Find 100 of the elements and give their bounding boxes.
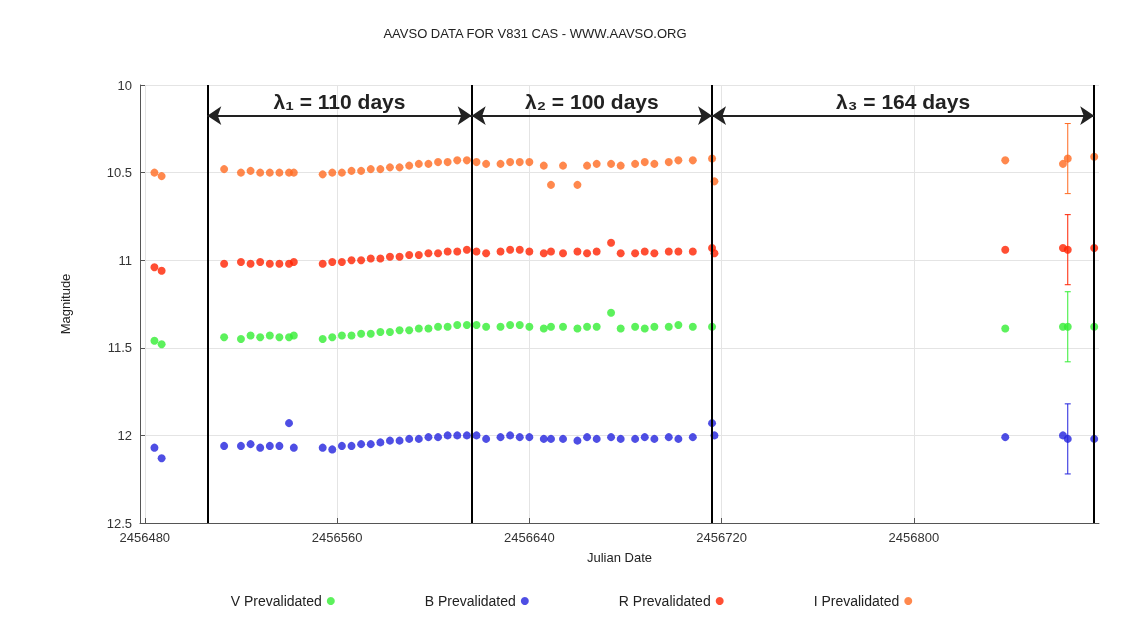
point	[583, 322, 592, 331]
point	[515, 321, 524, 330]
point	[664, 433, 673, 442]
point	[424, 324, 433, 333]
point	[462, 431, 471, 440]
point	[414, 324, 423, 333]
point	[347, 256, 356, 265]
point	[236, 441, 245, 450]
point	[640, 247, 649, 256]
point	[1063, 434, 1072, 443]
point	[1058, 159, 1067, 168]
point	[157, 340, 166, 349]
point	[650, 249, 659, 258]
point	[328, 168, 337, 177]
point	[453, 247, 462, 256]
point	[631, 434, 640, 443]
point	[515, 245, 524, 254]
point	[559, 434, 568, 443]
annotation: λ₁ = 110 days	[273, 89, 406, 113]
point	[688, 433, 697, 442]
point	[547, 434, 555, 443]
point	[616, 324, 625, 333]
point	[453, 431, 462, 440]
point	[539, 249, 548, 258]
point	[573, 436, 582, 445]
point	[592, 322, 601, 331]
point	[328, 445, 337, 454]
point	[405, 161, 414, 170]
point	[506, 321, 515, 330]
point	[482, 434, 491, 443]
point	[525, 322, 534, 331]
point	[443, 431, 452, 440]
point	[220, 165, 229, 174]
point	[265, 441, 274, 450]
point	[434, 158, 443, 167]
point	[539, 161, 548, 170]
point	[275, 333, 284, 342]
point	[573, 247, 582, 256]
point	[688, 322, 697, 331]
point	[496, 433, 505, 442]
y-tick-label: 12.5	[106, 515, 132, 531]
point	[547, 180, 555, 189]
point	[674, 156, 683, 165]
point	[405, 250, 414, 259]
point	[246, 440, 255, 449]
point	[434, 322, 443, 331]
point	[236, 335, 245, 344]
point	[289, 331, 298, 340]
point	[547, 247, 555, 256]
point	[1001, 156, 1010, 165]
point	[220, 441, 229, 450]
point	[357, 440, 366, 449]
point	[462, 156, 471, 165]
point	[472, 247, 481, 256]
point	[650, 159, 659, 168]
point	[395, 163, 404, 172]
point	[482, 159, 491, 168]
point	[328, 333, 337, 342]
point	[385, 328, 394, 337]
legend-label: B Prevalidated	[424, 593, 516, 609]
point	[607, 238, 616, 247]
point	[157, 266, 166, 275]
point	[443, 247, 452, 256]
point	[236, 168, 245, 177]
point	[616, 161, 625, 170]
point	[414, 159, 423, 168]
point	[506, 431, 515, 440]
point	[539, 434, 548, 443]
point	[674, 321, 683, 330]
point	[434, 249, 443, 258]
legend-label: V Prevalidated	[230, 593, 322, 609]
point	[592, 159, 601, 168]
point	[616, 434, 625, 443]
y-tick-label: 11.5	[107, 340, 132, 356]
y-tick-label: 10	[117, 77, 132, 93]
point	[246, 331, 255, 340]
point	[246, 166, 255, 175]
point	[1063, 245, 1072, 254]
point	[525, 433, 534, 442]
point	[592, 247, 601, 256]
point	[559, 161, 568, 170]
point	[650, 322, 659, 331]
point	[150, 263, 159, 272]
point	[640, 433, 649, 442]
point	[1001, 324, 1010, 333]
point	[220, 333, 229, 342]
point	[256, 257, 265, 266]
point	[688, 247, 697, 256]
point	[366, 165, 375, 174]
point	[357, 166, 366, 175]
point	[539, 324, 548, 333]
point	[289, 168, 298, 177]
point	[453, 156, 462, 165]
point	[592, 434, 601, 443]
point	[496, 159, 505, 168]
point	[265, 168, 274, 177]
point	[607, 159, 616, 168]
point	[506, 245, 515, 254]
y-axis-title: Magnitude	[58, 273, 73, 335]
point	[157, 454, 166, 463]
